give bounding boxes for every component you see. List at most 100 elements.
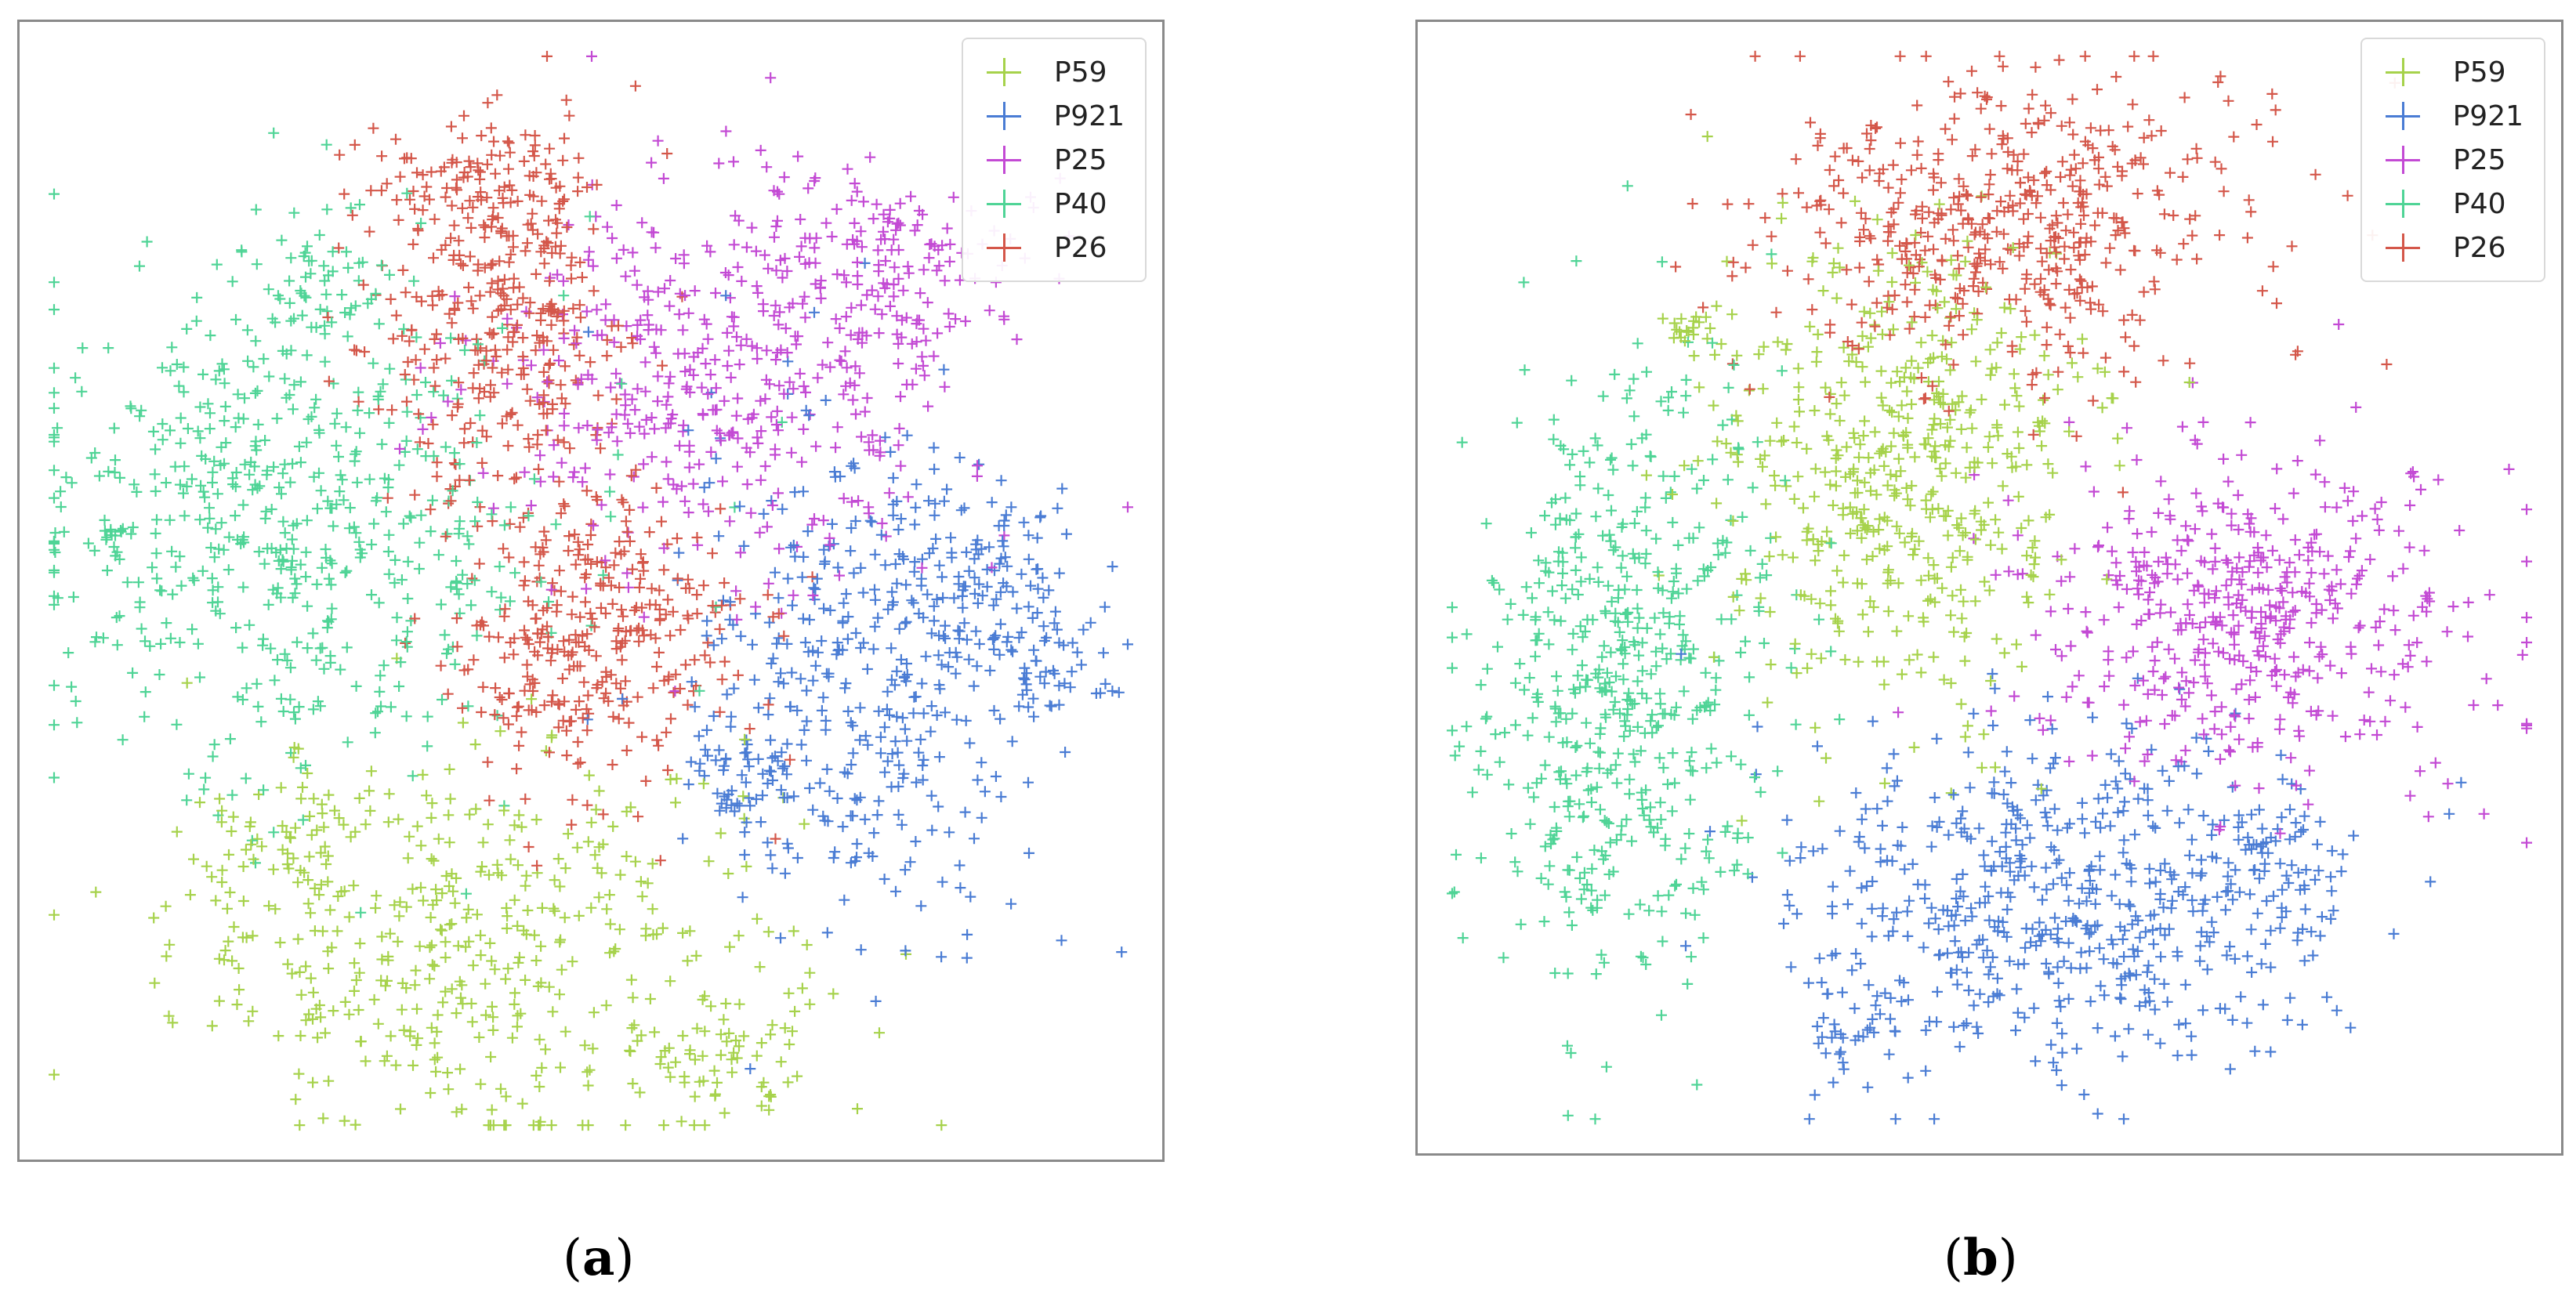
point-p25 (2374, 616, 2386, 628)
point-p25 (652, 371, 664, 382)
point-p40 (331, 440, 342, 451)
point-p26 (1947, 224, 1958, 236)
point-p26 (484, 327, 495, 338)
point-p40 (174, 479, 186, 490)
point-p59 (1794, 406, 1805, 418)
point-p40 (1697, 932, 1709, 943)
point-p921 (934, 683, 946, 695)
point-p26 (503, 552, 515, 563)
point-p921 (1811, 1021, 1823, 1032)
point-p26 (574, 349, 585, 361)
point-p25 (798, 423, 810, 435)
point-p40 (333, 451, 344, 462)
point-p26 (2057, 197, 2069, 208)
point-p25 (916, 562, 928, 574)
point-p921 (810, 660, 821, 671)
point-p921 (971, 660, 983, 672)
point-p40 (1639, 558, 1651, 570)
point-p59 (1913, 535, 1925, 547)
point-p59 (160, 900, 172, 912)
point-p40 (1652, 890, 1664, 902)
point-p25 (766, 500, 778, 511)
point-p26 (561, 750, 573, 762)
point-p921 (988, 704, 1000, 716)
point-p26 (517, 292, 529, 304)
point-p59 (1868, 602, 1879, 613)
point-p59 (500, 1120, 512, 1131)
point-p26 (2050, 210, 2062, 222)
point-p40 (314, 700, 326, 712)
point-p921 (685, 756, 697, 768)
point-p921 (1877, 820, 1888, 831)
point-p59 (2023, 515, 2034, 527)
point-p25 (2143, 594, 2154, 606)
point-p59 (765, 1029, 777, 1040)
point-p59 (353, 1004, 364, 1015)
point-p921 (2056, 1080, 2067, 1091)
point-p26 (2056, 156, 2068, 168)
point-p26 (566, 273, 577, 284)
point-p25 (2207, 563, 2219, 575)
point-p25 (2342, 495, 2353, 507)
point-p40 (287, 403, 299, 415)
point-p26 (1991, 226, 2002, 237)
point-p59 (384, 928, 396, 939)
point-p921 (945, 532, 957, 544)
point-p25 (2207, 611, 2219, 623)
point-p921 (804, 614, 815, 625)
point-p921 (2283, 878, 2295, 888)
point-p26 (570, 704, 582, 715)
point-p40 (178, 386, 190, 398)
point-p26 (2053, 54, 2065, 66)
point-p59 (426, 1022, 437, 1033)
point-p40 (204, 423, 216, 435)
point-p40 (451, 555, 462, 566)
point-p26 (1920, 50, 1932, 62)
point-p40 (183, 768, 194, 780)
point-p40 (271, 413, 283, 425)
point-p59 (547, 1006, 559, 1018)
point-p59 (1791, 437, 1802, 448)
point-p40 (385, 701, 397, 713)
point-p921 (995, 586, 1006, 598)
point-p25 (879, 233, 891, 245)
point-p59 (1824, 408, 1836, 420)
point-p40 (258, 784, 270, 796)
point-p59 (303, 851, 315, 863)
point-p25 (719, 267, 731, 278)
point-p40 (220, 437, 232, 449)
point-p40 (453, 588, 465, 600)
point-p59 (554, 936, 566, 948)
point-p59 (349, 985, 360, 997)
point-p921 (752, 702, 764, 714)
point-p921 (889, 679, 900, 691)
point-p40 (1589, 1113, 1601, 1125)
point-p25 (534, 476, 546, 487)
point-p921 (900, 945, 911, 957)
point-p26 (474, 501, 486, 513)
point-p26 (446, 317, 458, 329)
point-p26 (555, 240, 567, 252)
point-p59 (536, 1062, 548, 1073)
point-p40 (151, 514, 162, 526)
point-p921 (766, 657, 777, 669)
point-p26 (484, 794, 495, 806)
point-p921 (736, 769, 748, 781)
point-p921 (1113, 686, 1125, 698)
point-p40 (384, 269, 395, 280)
point-p40 (97, 632, 109, 644)
point-p40 (192, 638, 204, 650)
point-p26 (576, 272, 588, 283)
point-p59 (765, 1089, 777, 1101)
point-p40 (1683, 828, 1695, 839)
point-p25 (2220, 554, 2232, 566)
point-p26 (1802, 273, 1814, 285)
points-layer (49, 50, 1133, 1131)
point-p26 (1863, 276, 1875, 288)
point-p40 (353, 536, 365, 548)
point-p40 (1533, 555, 1545, 566)
point-p25 (824, 532, 835, 544)
point-p26 (610, 547, 621, 559)
point-p921 (1060, 528, 1072, 540)
point-p40 (1562, 1040, 1573, 1051)
